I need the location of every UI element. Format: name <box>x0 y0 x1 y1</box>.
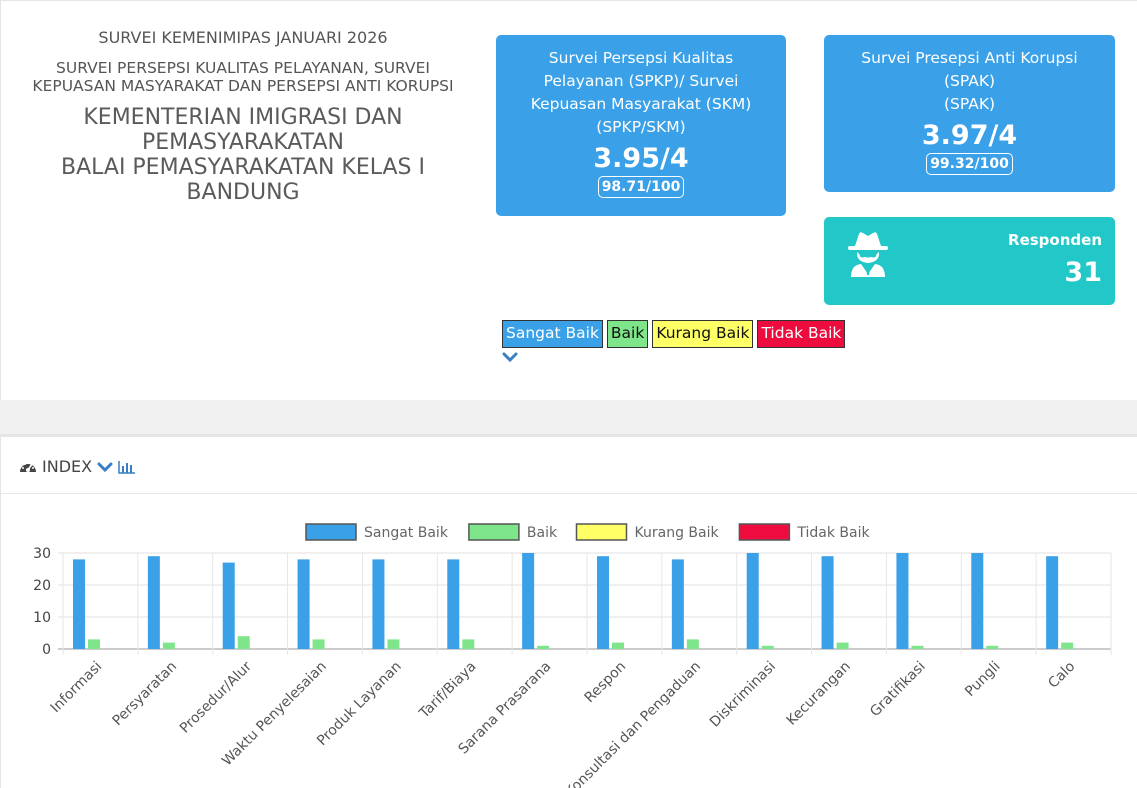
bar-1-0 <box>147 556 160 649</box>
spak-percentage-badge: 99.32/100 <box>926 153 1013 175</box>
index-divider <box>1 493 1137 494</box>
y-tick-label-0: 0 <box>42 642 51 658</box>
y-tick-label-3: 30 <box>33 546 51 562</box>
organization-name: KEMENTERIAN IMIGRASI DAN PEMASYARAKATAN … <box>23 105 463 205</box>
section-separator <box>0 400 1137 434</box>
y-tick-label-1: 10 <box>33 610 51 626</box>
spkp-score: 3.95/4 <box>593 143 689 174</box>
index-header: INDEX <box>19 457 136 476</box>
bar-4-1 <box>387 639 400 649</box>
legend-swatch-3 <box>738 523 791 541</box>
bar-4-0 <box>372 559 385 649</box>
bar-11-1 <box>911 645 924 649</box>
legend-label-2: Kurang Baik <box>635 525 720 541</box>
title-block: SURVEI KEMENIMIPAS JANUARI 2026 SURVEI P… <box>23 27 463 205</box>
x-tick-label-12: Pungli <box>962 659 1003 700</box>
legend-tag-tidak-baik: Tidak Baik <box>757 320 846 348</box>
bar-11-0 <box>896 553 909 649</box>
organization-line-2: BALAI PEMASYARAKATAN KELAS I BANDUNG <box>60 155 426 205</box>
bar-5-0 <box>447 559 460 649</box>
legend-swatch-2 <box>575 523 628 541</box>
chevron-down-icon[interactable] <box>97 461 113 473</box>
spkp-score-card: Survei Persepsi Kualitas Pelayanan (SPKP… <box>496 35 786 216</box>
legend-tag-kurang-baik: Kurang Baik <box>652 320 754 348</box>
y-tick-label-2: 20 <box>33 578 51 594</box>
spak-score: 3.97/4 <box>921 120 1018 151</box>
bar-6-0 <box>522 553 535 649</box>
x-tick-label-5: Tarif/Biaya <box>416 659 480 723</box>
spak-title-line-1: Survei Presepsi Anti Korupsi (SPAK) <box>861 49 1078 90</box>
bar-9-0 <box>746 553 759 649</box>
bar-2-1 <box>237 636 250 649</box>
legend-tag-sangat-baik: Sangat Baik <box>502 320 603 348</box>
x-tick-label-2: Prosedur/Alur <box>177 658 255 736</box>
legend-swatch-0 <box>305 523 357 541</box>
legend-label-3: Tidak Baik <box>796 525 870 541</box>
bar-8-1 <box>686 639 699 649</box>
rating-legend: Sangat Baik Baik Kurang Baik Tidak Baik <box>502 320 846 348</box>
bar-8-0 <box>671 559 684 649</box>
bar-7-0 <box>597 556 609 649</box>
bar-12-0 <box>971 553 984 649</box>
x-tick-label-0: Informasi <box>48 659 106 717</box>
chevron-down-icon[interactable] <box>502 351 518 363</box>
x-tick-label-8: Konsultasi dan Pengaduan <box>562 659 704 788</box>
spak-title-line-2: (SPAK) <box>943 95 996 113</box>
bar-2-0 <box>222 562 235 649</box>
bar-6-1 <box>537 645 550 649</box>
legend-tag-baik: Baik <box>606 320 649 348</box>
bar-5-1 <box>462 639 475 649</box>
index-panel: INDEX Sangat Baik Baik Kurang Baik Tidak Ba… <box>0 434 1137 788</box>
bar-10-1 <box>836 642 849 649</box>
spak-card-title: Survei Presepsi Anti Korupsi (SPAK) (SPA… <box>824 35 1115 116</box>
index-bar-chart: Sangat Baik Baik Kurang Baik Tidak Baik 0 10 2… <box>33 523 1112 788</box>
legend-label-0: Sangat Baik <box>364 525 449 541</box>
bar-3-1 <box>312 639 325 649</box>
bar-chart-icon[interactable] <box>118 460 136 474</box>
bar-13-1 <box>1061 642 1074 649</box>
legend-swatch-1 <box>468 523 520 541</box>
survey-subtitle: SURVEI PERSEPSI KUALITAS PELAYANAN, SURV… <box>32 59 454 95</box>
respondent-label: Responden <box>1008 231 1102 249</box>
bar-13-0 <box>1046 556 1059 649</box>
spak-score-card: Survei Presepsi Anti Korupsi (SPAK) (SPA… <box>824 35 1115 192</box>
x-tick-label-11: Gratifikasi <box>867 659 929 721</box>
legend-label-1: Baik <box>527 525 558 541</box>
x-tick-label-9: Diskriminasi <box>707 659 779 731</box>
index-title: INDEX <box>42 457 93 476</box>
summary-panel: SURVEI KEMENIMIPAS JANUARI 2026 SURVEI P… <box>0 0 1137 400</box>
bar-0-1 <box>88 639 100 649</box>
x-tick-label-7: Respon <box>582 659 630 707</box>
x-tick-label-1: Persyaratan <box>110 659 181 730</box>
user-secret-icon <box>848 232 888 277</box>
x-tick-label-10: Kecurangan <box>784 659 854 729</box>
survey-title: SURVEI KEMENIMIPAS JANUARI 2026 <box>98 28 388 47</box>
respondent-card: Responden 31 <box>824 217 1115 305</box>
spkp-percentage-badge: 98.71/100 <box>597 176 685 198</box>
bar-10-0 <box>821 556 834 649</box>
bar-9-1 <box>761 645 774 649</box>
respondent-count: 31 <box>1064 257 1102 288</box>
dashboard-icon <box>20 462 36 472</box>
bar-0-0 <box>73 559 85 649</box>
x-tick-label-13: Calo <box>1045 659 1078 692</box>
x-tick-label-4: Produk Layanan <box>314 659 405 750</box>
spkp-card-title: Survei Persepsi Kualitas Pelayanan (SPKP… <box>530 49 752 136</box>
bar-7-1 <box>612 642 624 649</box>
bar-1-1 <box>162 642 175 649</box>
bar-12-1 <box>986 645 999 649</box>
bar-3-0 <box>297 559 310 649</box>
organization-line-1: KEMENTERIAN IMIGRASI DAN PEMASYARAKATAN <box>83 105 403 155</box>
